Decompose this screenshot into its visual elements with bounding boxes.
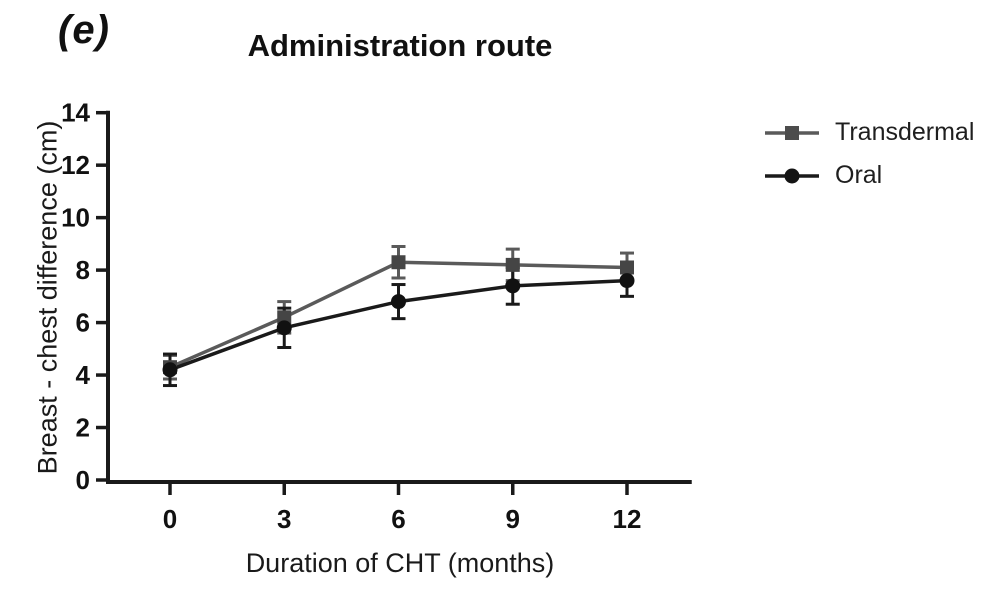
legend-item-transdermal: Transdermal bbox=[763, 118, 974, 147]
oral-marker-x9 bbox=[505, 278, 521, 294]
transdermal-marker-x3 bbox=[277, 310, 292, 325]
x-tick-label-9: 9 bbox=[506, 504, 520, 534]
panel-label: (e) bbox=[58, 8, 110, 52]
legend-marker bbox=[785, 125, 799, 140]
chart-title: Administration route bbox=[247, 28, 553, 63]
oral-legend-circle-icon bbox=[765, 168, 819, 183]
transdermal-legend-square-icon bbox=[765, 125, 819, 140]
x-tick-label-3: 3 bbox=[277, 504, 291, 534]
x-tick-label-0: 0 bbox=[163, 504, 177, 534]
transdermal-marker-x9 bbox=[505, 257, 520, 272]
legend: Transdermal Oral bbox=[763, 118, 974, 190]
y-tick-label-6: 6 bbox=[76, 308, 90, 338]
x-axis-title: Duration of CHT (months) bbox=[245, 548, 555, 578]
y-tick-label-2: 2 bbox=[76, 413, 90, 443]
y-tick-label-12: 12 bbox=[61, 150, 90, 180]
y-tick-label-14: 14 bbox=[61, 98, 90, 128]
y-tick-label-4: 4 bbox=[76, 360, 91, 390]
oral-marker-x0 bbox=[162, 362, 178, 378]
oral-marker-x6 bbox=[391, 294, 406, 310]
x-tick-label-6: 6 bbox=[391, 504, 405, 534]
transdermal-marker-x6 bbox=[391, 255, 406, 270]
legend-marker bbox=[784, 168, 800, 183]
y-tick-label-0: 0 bbox=[76, 465, 90, 495]
y-tick-label-8: 8 bbox=[76, 255, 90, 285]
legend-item-oral: Oral bbox=[763, 161, 974, 190]
y-tick-label-10: 10 bbox=[61, 203, 90, 233]
legend-label: Transdermal bbox=[835, 118, 975, 146]
oral-marker-x3 bbox=[276, 320, 292, 336]
x-tick-label-12: 12 bbox=[613, 504, 642, 534]
legend-label: Oral bbox=[835, 161, 883, 189]
transdermal-marker-x12 bbox=[620, 260, 634, 275]
oral-marker-x12 bbox=[619, 273, 635, 289]
